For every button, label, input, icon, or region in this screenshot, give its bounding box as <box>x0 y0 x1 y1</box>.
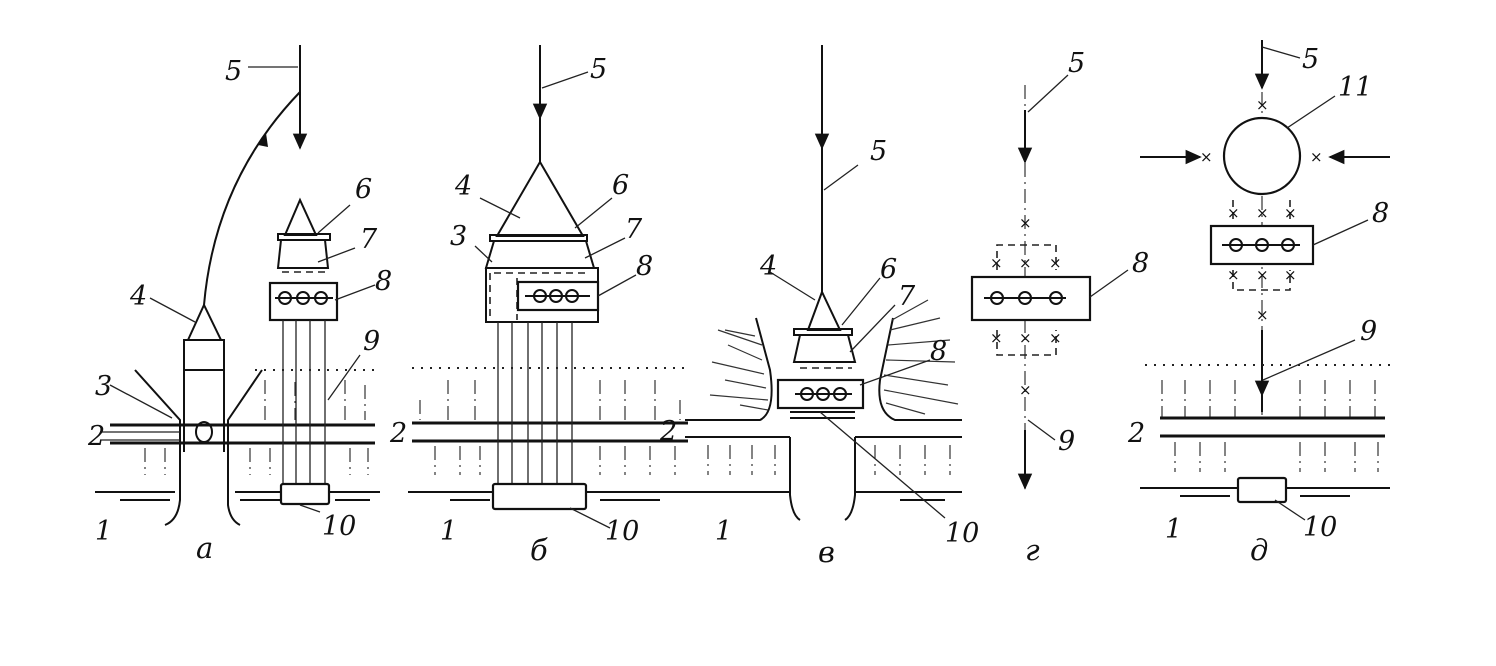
panel-d: × × × × × × × × 5 8 9 г <box>970 48 1149 567</box>
label-10: 10 <box>945 518 979 549</box>
sphere-11 <box>1222 116 1302 196</box>
label-6: 6 <box>612 170 629 201</box>
label-1: 1 <box>715 516 732 547</box>
cone-4 <box>806 289 842 331</box>
svg-text:×: × <box>1019 329 1032 347</box>
charge-cone <box>186 302 223 341</box>
label-2: 2 <box>659 416 677 447</box>
label-9: 9 <box>363 326 380 357</box>
label-10: 10 <box>322 511 356 542</box>
label-3: 3 <box>95 371 112 402</box>
svg-text:×: × <box>1256 306 1269 324</box>
label-7: 7 <box>625 214 643 245</box>
svg-text:×: × <box>1256 96 1269 114</box>
label-10: 10 <box>1303 512 1337 543</box>
cone-6 <box>283 197 318 236</box>
panel-a: 5 4 6 7 8 9 3 2 1 10 а <box>87 45 392 565</box>
cable-5-curved <box>203 91 301 306</box>
label-5: 5 <box>225 56 242 87</box>
label-4: 4 <box>454 171 472 202</box>
svg-text:×: × <box>1284 204 1297 222</box>
water-line-1 <box>95 491 380 501</box>
label-11: 11 <box>1338 72 1372 103</box>
svg-text:×: × <box>1200 148 1213 166</box>
soil-hatch-lower <box>144 448 369 475</box>
label-8: 8 <box>1372 198 1389 229</box>
cone-4 <box>495 160 585 237</box>
label-5: 5 <box>870 136 887 167</box>
cross-marks: × × × × × × × × × × <box>1200 96 1323 324</box>
label-2: 2 <box>87 421 105 452</box>
caption-c: в <box>818 535 835 569</box>
pit-hatching-right <box>883 299 959 415</box>
pit-right-wall <box>878 317 962 421</box>
svg-text:×: × <box>990 254 1003 272</box>
label-1: 1 <box>440 516 457 547</box>
svg-text:×: × <box>1049 254 1062 272</box>
panel-c: 5 4 6 7 8 2 1 10 в <box>659 45 979 569</box>
panel-e: × × × × × × × × × × 5 11 8 9 2 1 10 <box>1127 40 1390 567</box>
svg-text:×: × <box>990 329 1003 347</box>
body-10 <box>279 482 331 506</box>
svg-text:×: × <box>1256 204 1269 222</box>
svg-text:×: × <box>1256 266 1269 284</box>
caption-a: а <box>196 531 213 565</box>
svg-text:×: × <box>1019 214 1032 232</box>
label-8: 8 <box>375 266 392 297</box>
wires-9 <box>282 320 326 484</box>
label-8: 8 <box>930 336 947 367</box>
label-6: 6 <box>355 174 372 205</box>
label-5: 5 <box>1302 44 1319 75</box>
wires <box>497 322 573 484</box>
label-1: 1 <box>1165 514 1182 545</box>
label-7: 7 <box>360 224 378 255</box>
svg-text:×: × <box>1227 266 1240 284</box>
svg-text:×: × <box>1310 148 1323 166</box>
body-10 <box>1236 476 1288 504</box>
pit-left-wall <box>685 317 773 421</box>
panel-b: 5 4 6 3 7 8 2 1 10 б <box>389 45 688 567</box>
label-5: 5 <box>590 54 607 85</box>
cross-marks: × × × × × × × × <box>990 214 1062 399</box>
label-3: 3 <box>450 221 467 252</box>
label-4: 4 <box>129 281 147 312</box>
label-7: 7 <box>898 281 916 312</box>
label-1: 1 <box>95 516 112 547</box>
svg-text:×: × <box>1049 329 1062 347</box>
label-9: 9 <box>1058 426 1075 457</box>
svg-text:×: × <box>1284 266 1297 284</box>
label-2: 2 <box>1127 418 1145 449</box>
label-8: 8 <box>636 251 653 282</box>
casing-left-wall <box>134 369 181 526</box>
soil-hatch-upper <box>264 380 366 420</box>
label-9: 9 <box>1360 316 1377 347</box>
label-10: 10 <box>605 516 639 547</box>
svg-text:×: × <box>1019 254 1032 272</box>
charge-body <box>183 339 225 371</box>
svg-text:×: × <box>1227 204 1240 222</box>
label-5: 5 <box>1068 48 1085 79</box>
caption-e: д <box>1250 533 1268 567</box>
pit-hatching-left <box>709 329 769 411</box>
svg-text:×: × <box>1019 381 1032 399</box>
caption-d: г <box>1025 533 1040 567</box>
cable-connector <box>195 421 213 443</box>
label-2: 2 <box>389 418 407 449</box>
casing-right-wall <box>227 369 263 526</box>
caption-b: б <box>530 533 548 567</box>
body-10 <box>491 482 588 511</box>
label-4: 4 <box>759 251 777 282</box>
label-8: 8 <box>1132 248 1149 279</box>
label-6: 6 <box>880 254 897 285</box>
